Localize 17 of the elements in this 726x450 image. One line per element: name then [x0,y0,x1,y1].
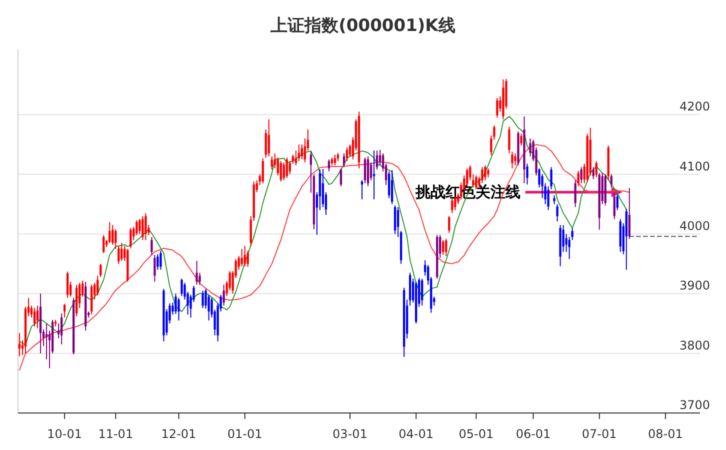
x-tick-label: 11-01 [98,427,134,441]
y-tick-label: 3700 [679,398,710,412]
x-tick-label: 08-01 [648,427,683,441]
y-tick-label: 4200 [679,100,710,114]
x-tick-label: 05-01 [458,427,494,441]
y-tick-label: 3800 [679,338,710,352]
chart-title: 上证指数(000001)K线 [270,16,456,36]
x-tick-label: 12-01 [161,427,196,441]
y-tick-label: 3900 [679,278,710,293]
x-tick-label: 01-01 [227,427,262,441]
x-tick-label: 07-01 [582,427,617,441]
y-tick-label: 4000 [679,218,710,233]
y-tick-label: 4100 [679,159,710,174]
x-tick-label: 06-01 [516,427,551,441]
x-tick-label: 03-01 [332,427,368,441]
x-tick-label: 04-01 [398,427,434,441]
x-tick-label: 10-01 [47,427,82,441]
